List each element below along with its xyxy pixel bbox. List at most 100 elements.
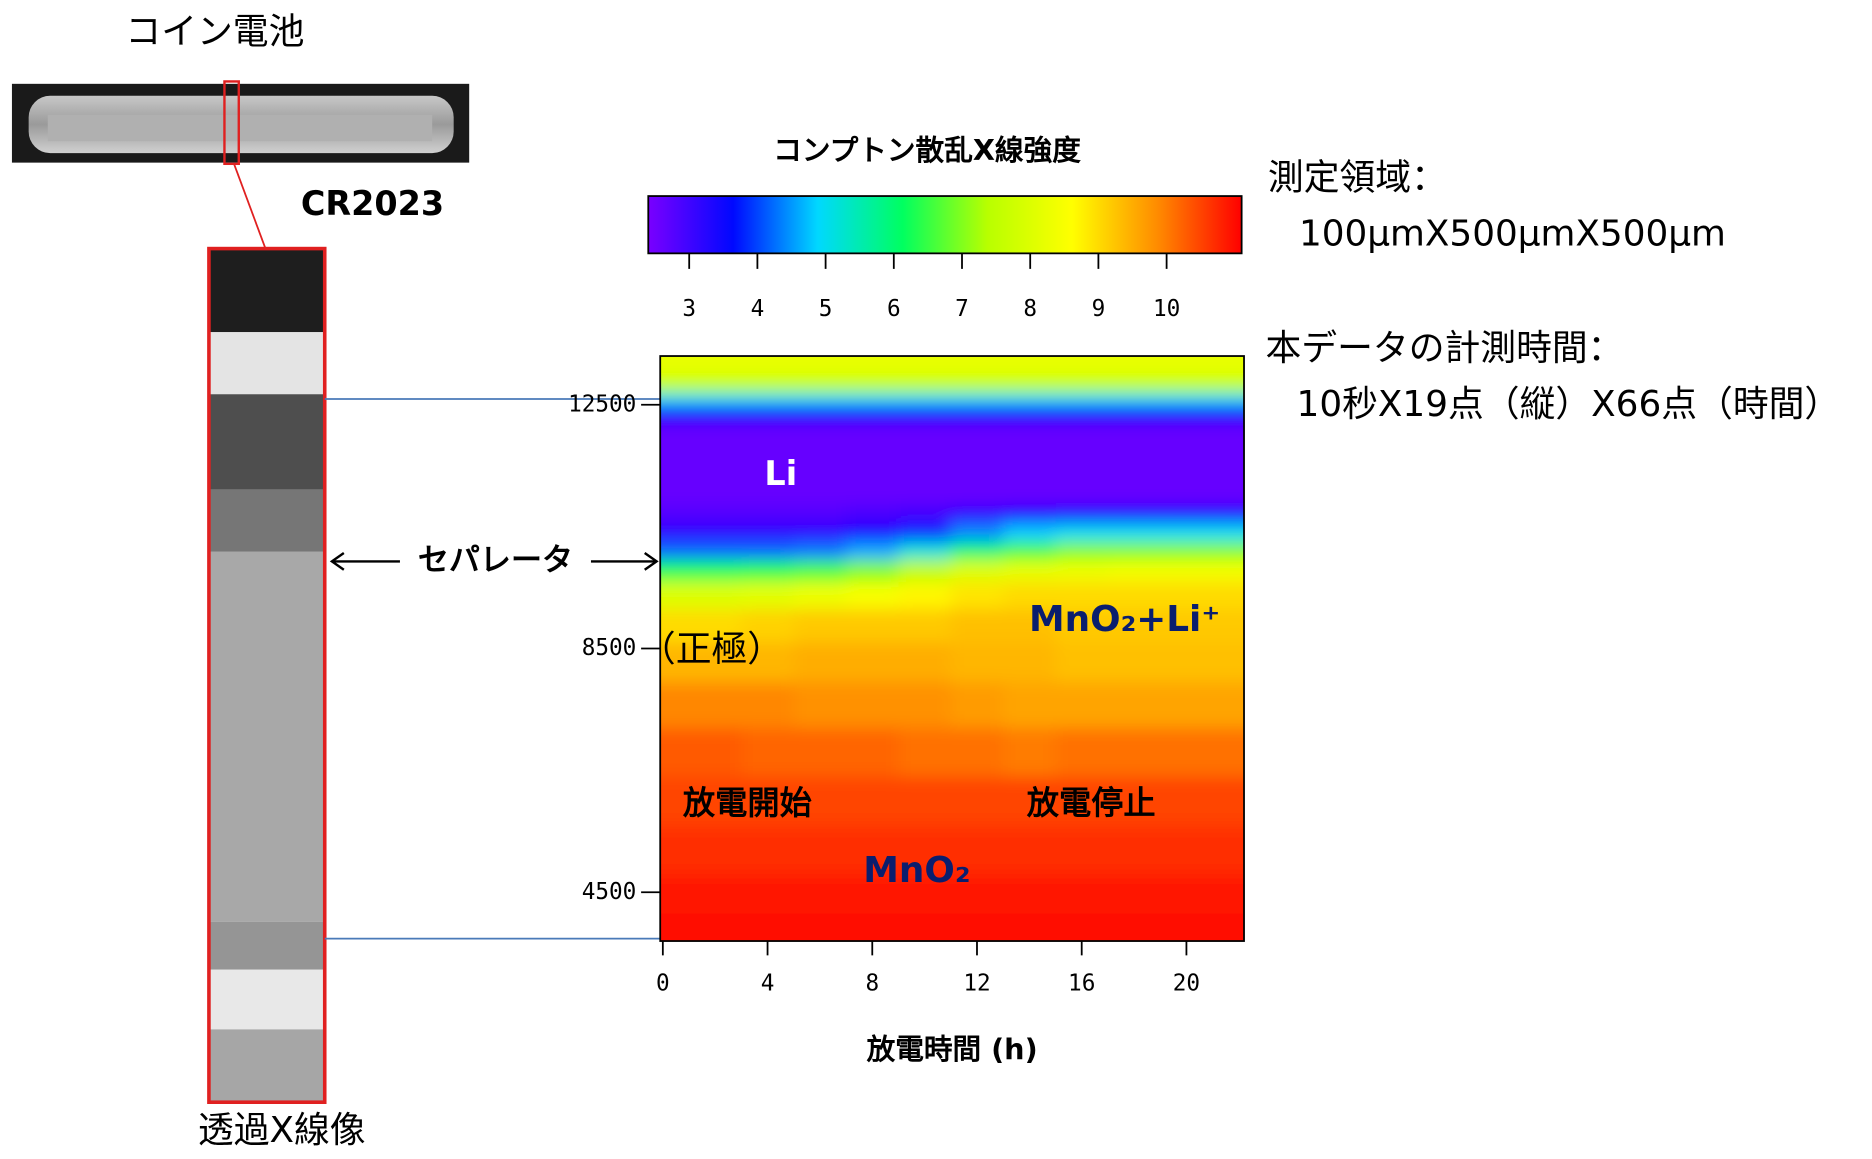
heat-cell [898,608,952,644]
heat-cell [793,825,847,875]
heat-cell [1003,913,1057,942]
heat-cell [950,581,1004,610]
heat-cell [1212,392,1245,406]
heat-cell [660,825,690,875]
heat-cell [793,505,847,525]
x-tick-label: 12 [963,971,990,997]
heat-cell [1212,480,1245,506]
colorbar-tick-label: 10 [1153,296,1180,322]
x-tick-label: 20 [1173,971,1200,997]
heat-cell [741,560,795,583]
heat-cell [1107,541,1161,561]
heat-cell [1055,423,1109,452]
heat-cell [1107,682,1161,729]
heat-cell [741,581,795,610]
heat-cell [1107,392,1161,406]
x-tick-label: 0 [656,971,670,997]
heat-cell [689,392,742,406]
heat-cell [846,423,900,452]
colorbar-tick-label: 9 [1092,296,1106,322]
x-tick-label: 8 [865,971,879,997]
colorbar-tick-label: 4 [751,296,765,322]
heat-cell [793,523,847,543]
heat-cell [898,480,952,506]
heat-cell [1055,541,1109,561]
heat-cell [1107,356,1161,378]
heat-cell [1107,825,1161,875]
heat-cell [793,560,847,583]
heat-cell [1212,581,1245,610]
heat-cell [741,392,795,406]
heat-cell [741,825,795,875]
heat-cell [1160,560,1214,583]
heat-cell [1003,404,1057,424]
heat-cell [660,727,690,778]
heat-cell [898,874,952,915]
heat-cell [846,642,900,683]
heat-cell [846,377,900,394]
heat-cell [1160,423,1214,452]
heat-cell [793,913,847,942]
heat-cell [660,874,690,915]
heat-cell [1160,581,1214,610]
heat-cell [689,913,742,942]
heat-cell [1055,581,1109,610]
coin-model: CR2023 [301,184,444,223]
heat-cell [1003,505,1057,525]
heat-cell [1055,776,1109,826]
heat-cell [1107,480,1161,506]
heat-cell [846,913,900,942]
heat-cell [660,642,690,683]
heat-cell [1055,450,1109,482]
heat-cell [741,450,795,482]
heat-cell [1055,608,1109,644]
heat-cell [898,825,952,875]
heat-cell [1212,377,1245,394]
heat-cell [1107,581,1161,610]
heat-cell [846,727,900,778]
annotation: Li [764,454,797,493]
heat-cell [793,423,847,452]
heat-cell [1003,392,1057,406]
coin-title: コイン電池 [125,12,304,53]
heat-cell [1003,776,1057,826]
heat-cell [898,423,952,452]
y-tick-label: 12500 [568,391,636,417]
heat-cell [898,541,952,561]
heatmap-cells [660,356,1245,942]
heat-cell [1003,581,1057,610]
heat-cell [898,505,952,525]
heat-cell [660,377,690,394]
heat-cell [741,404,795,424]
heat-cell [689,356,742,378]
heat-cell [1160,404,1214,424]
heat-cell [1212,423,1245,452]
heat-cell [950,825,1004,875]
colorbar-tick-label: 5 [819,296,833,322]
heat-cell [898,727,952,778]
heat-cell [1055,523,1109,543]
heat-cell [950,541,1004,561]
heat-cell [898,560,952,583]
heat-cell [1003,480,1057,506]
annotation: MnO₂ [863,850,970,891]
heat-cell [950,523,1004,543]
heat-cell [660,523,690,543]
heat-cell [741,913,795,942]
selection-link [233,163,266,248]
heat-cell [898,392,952,406]
heat-cell [846,480,900,506]
heat-cell [793,377,847,394]
heat-cell [1212,450,1245,482]
annotation: セパレータ [418,542,573,578]
heat-cell [1003,608,1057,644]
heat-cell [1160,642,1214,683]
heat-cell [1055,505,1109,525]
heat-cell [1003,356,1057,378]
heat-cell [689,608,742,644]
heat-cell [1212,404,1245,424]
heat-cell [1160,727,1214,778]
heat-cell [793,642,847,683]
heat-cell [660,505,690,525]
heat-cell [689,523,742,543]
